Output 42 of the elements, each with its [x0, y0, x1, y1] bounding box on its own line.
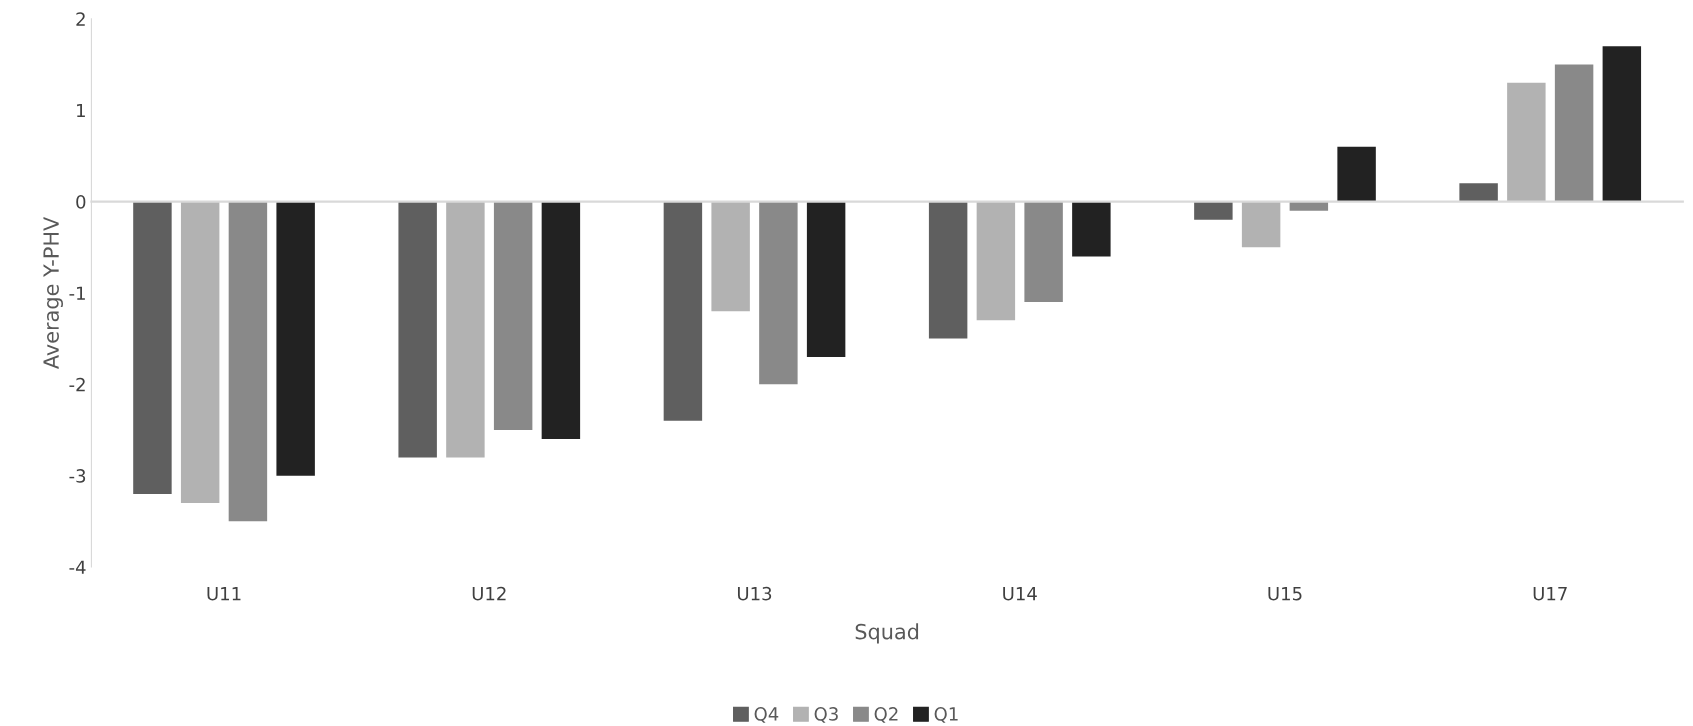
x-tick-label: U15 [1268, 587, 1302, 601]
bar [1337, 146, 1376, 202]
y-tick-label: -4 [69, 560, 86, 574]
bar [228, 201, 268, 522]
x-tick-label: U14 [1003, 587, 1037, 601]
x-tick-label: U13 [737, 586, 772, 601]
x-tick-label: U12 [472, 586, 506, 601]
bar [1024, 201, 1063, 303]
y-axis-title: Average Y-PHV [43, 216, 63, 369]
bar [711, 201, 750, 312]
bar [928, 201, 968, 339]
bar [663, 201, 703, 421]
y-tick-label: -3 [69, 469, 86, 483]
bar [1241, 201, 1281, 248]
bar [446, 201, 485, 458]
bar [1194, 201, 1233, 220]
legend-label: Q4 [754, 707, 779, 723]
x-tick-label: U11 [207, 587, 241, 601]
bar [1459, 183, 1498, 202]
bar [541, 201, 581, 440]
bar [1602, 46, 1642, 202]
bar [1072, 201, 1111, 257]
bar [493, 201, 533, 430]
y-tick-label: 0 [76, 195, 86, 209]
bar [1507, 82, 1546, 202]
bar [133, 201, 172, 494]
y-tick-label: 2 [76, 12, 85, 26]
bar [976, 201, 1016, 321]
legend-label: Q2 [874, 707, 898, 723]
y-tick-label: 1 [77, 103, 85, 118]
bar [759, 201, 798, 385]
legend-label: Q1 [934, 707, 958, 723]
y-tick-label: -1 [69, 286, 85, 300]
x-tick-label: U17 [1533, 587, 1567, 601]
bar [276, 201, 315, 476]
bar [1554, 64, 1594, 202]
bar [180, 201, 220, 504]
x-axis-title: Squad [855, 623, 919, 644]
legend-label: Q3 [814, 707, 838, 723]
y-tick-label: -2 [69, 377, 85, 392]
bar [806, 201, 846, 357]
bar [398, 201, 437, 458]
